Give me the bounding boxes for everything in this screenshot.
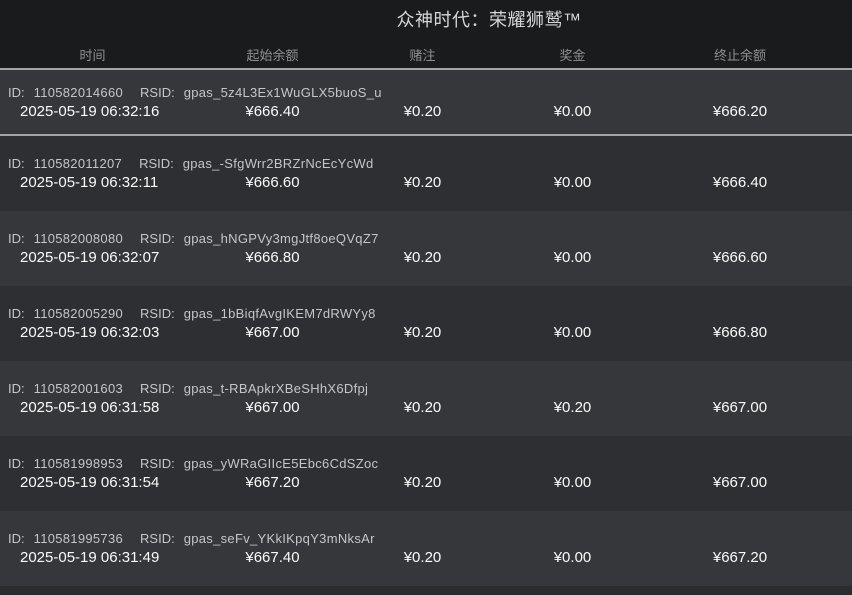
row-time: 2025-05-19 06:32:03 (20, 324, 160, 341)
row-prize: ¥0.00 (553, 102, 592, 120)
column-header-start-balance: 起始余额 (246, 47, 299, 63)
column-header-bet: 赌注 (409, 47, 436, 63)
row-rsid-label: RSID: (139, 156, 174, 171)
table-row: ID: 110582001603 RSID: gpas_t-RBApkrXBeSHhX… (0, 361, 852, 436)
row-end-balance: ¥667.00 (712, 399, 768, 416)
row-bet: ¥0.20 (403, 474, 442, 491)
row-rsid-label: RSID: (140, 456, 175, 471)
row-prize: ¥0.00 (553, 249, 592, 266)
row-time: 2025-05-19 06:31:49 (20, 549, 160, 566)
row-start-balance: ¥667.00 (245, 324, 300, 341)
row-start-balance: ¥666.40 (245, 102, 300, 120)
table-row: ID: 110581998953 RSID: gpas_yWRaGIIcE5Ebc6C… (0, 436, 852, 511)
row-start-balance: ¥666.80 (245, 249, 300, 266)
row-time: 2025-05-19 06:32:16 (20, 102, 160, 120)
row-id-line: ID: 110582001603 RSID: gpas_t-RBApkrXBeSHhX… (0, 381, 852, 396)
row-id-label: ID: (8, 381, 25, 396)
row-id-line: ID: 110581995736 RSID: gpas_seFv_YKkIKpqY3m… (0, 531, 852, 546)
row-rsid-value: gpas_t-RBApkrXBeSHhX6Dfpj (183, 381, 369, 396)
row-rsid-label: RSID: (140, 231, 175, 246)
row-prize: ¥0.00 (553, 324, 592, 341)
row-id-label: ID: (8, 306, 25, 321)
table-row: ID: 110581995736 RSID: gpas_seFv_YKkIKpqY3m… (0, 511, 852, 586)
row-id-label: ID: (8, 531, 25, 546)
row-bet: ¥0.20 (403, 399, 442, 416)
column-header-end-balance: 终止余额 (713, 47, 766, 63)
row-bet: ¥0.20 (403, 102, 442, 120)
row-id-value: 110582008080 (33, 231, 124, 246)
row-rsid-value: gpas_seFv_YKkIKpqY3mNksAr (183, 531, 375, 546)
row-end-balance: ¥667.00 (712, 474, 768, 491)
row-bet: ¥0.20 (403, 549, 442, 566)
row-prize: ¥0.00 (553, 549, 592, 566)
row-id-value: 110581998953 (33, 456, 124, 471)
row-id-value: 110582011207 (33, 156, 123, 171)
row-rsid-value: gpas_hNGPVy3mgJtf8oeQVqZ7 (183, 231, 379, 246)
row-values: 2025-05-19 06:31:54 ¥667.20 ¥0.20 ¥0.00 … (0, 474, 852, 491)
row-id-label: ID: (8, 156, 25, 171)
row-bet: ¥0.20 (403, 174, 442, 191)
row-id-line: ID: 110582005290 RSID: gpas_1bBiqfAvgIKEM7d… (0, 306, 852, 321)
row-time: 2025-05-19 06:32:11 (20, 174, 159, 191)
row-values: 2025-05-19 06:32:03 ¥667.00 ¥0.20 ¥0.00 … (0, 324, 852, 341)
row-id-line: ID: 110581998953 RSID: gpas_yWRaGIIcE5Ebc6C… (0, 456, 852, 471)
table-row: ID: 110582005290 RSID: gpas_1bBiqfAvgIKEM7d… (0, 286, 852, 361)
row-bet: ¥0.20 (403, 249, 442, 266)
table-row: ID: 110582011207 RSID: gpas_-SfgWrr2BRZrNcE… (0, 136, 852, 211)
column-header-prize: 奖金 (559, 47, 586, 63)
row-values: 2025-05-19 06:32:16 ¥666.40 ¥0.20 ¥0.00 … (0, 103, 852, 120)
row-bet: ¥0.20 (403, 324, 442, 341)
row-prize: ¥0.00 (553, 474, 592, 491)
row-id-line: ID: 110582014660 RSID: gpas_5z4L3Ex1WuGLX5b… (0, 85, 852, 100)
column-header-time: 时间 (79, 47, 106, 63)
row-id-line: ID: 110582011207 RSID: gpas_-SfgWrr2BRZrNcE… (0, 156, 852, 171)
row-time: 2025-05-19 06:31:54 (20, 474, 160, 491)
row-time: 2025-05-19 06:32:07 (20, 249, 160, 266)
row-start-balance: ¥667.20 (245, 474, 300, 491)
row-end-balance: ¥667.20 (712, 549, 768, 566)
row-id-value: 110582014660 (33, 84, 124, 100)
row-rsid-value: gpas_5z4L3Ex1WuGLX5buoS_u (183, 84, 382, 100)
row-id-line: ID: 110582008080 RSID: gpas_hNGPVy3mgJtf8oe… (0, 231, 852, 246)
row-start-balance: ¥667.00 (245, 399, 300, 416)
game-title: 众神时代：荣耀狮鹫™ (396, 10, 582, 30)
row-rsid-value: gpas_yWRaGIIcE5Ebc6CdSZoc (183, 456, 379, 471)
column-header-row: 时间 起始余额 赌注 奖金 终止余额 (0, 38, 852, 70)
row-id-label: ID: (8, 231, 25, 246)
row-time: 2025-05-19 06:31:58 (20, 399, 160, 416)
table-row: ID: 110582014660 RSID: gpas_5z4L3Ex1WuGLX5b… (0, 70, 852, 136)
row-id-value: 110582005290 (33, 306, 124, 321)
row-rsid-value: gpas_-SfgWrr2BRZrNcEcYcWd (182, 156, 374, 171)
row-rsid-label: RSID: (140, 381, 175, 396)
row-start-balance: ¥667.40 (245, 549, 300, 566)
row-end-balance: ¥666.40 (712, 174, 768, 191)
row-rsid-label: RSID: (140, 306, 175, 321)
row-id-label: ID: (8, 84, 25, 100)
table-row: ID: 110582008080 RSID: gpas_hNGPVy3mgJtf8oe… (0, 211, 852, 286)
row-values: 2025-05-19 06:32:11 ¥666.60 ¥0.20 ¥0.00 … (0, 174, 852, 191)
row-end-balance: ¥666.20 (712, 102, 768, 120)
row-end-balance: ¥666.60 (712, 249, 768, 266)
transaction-list: ID: 110582014660 RSID: gpas_5z4L3Ex1WuGLX5b… (0, 70, 852, 586)
row-values: 2025-05-19 06:32:07 ¥666.80 ¥0.20 ¥0.00 … (0, 249, 852, 266)
row-id-value: 110582001603 (33, 381, 124, 396)
row-rsid-label: RSID: (140, 84, 175, 100)
row-id-label: ID: (8, 456, 25, 471)
row-start-balance: ¥666.60 (245, 174, 300, 191)
row-prize: ¥0.00 (553, 174, 592, 191)
row-end-balance: ¥666.80 (712, 324, 768, 341)
table-header: 众神时代：荣耀狮鹫™ 时间 起始余额 赌注 奖金 终止余额 (0, 0, 852, 70)
row-id-value: 110581995736 (33, 531, 124, 546)
row-prize: ¥0.20 (553, 399, 592, 416)
row-values: 2025-05-19 06:31:58 ¥667.00 ¥0.20 ¥0.20 … (0, 399, 852, 416)
row-rsid-value: gpas_1bBiqfAvgIKEM7dRWYy8 (183, 306, 376, 321)
row-values: 2025-05-19 06:31:49 ¥667.40 ¥0.20 ¥0.00 … (0, 549, 852, 566)
row-rsid-label: RSID: (140, 531, 175, 546)
